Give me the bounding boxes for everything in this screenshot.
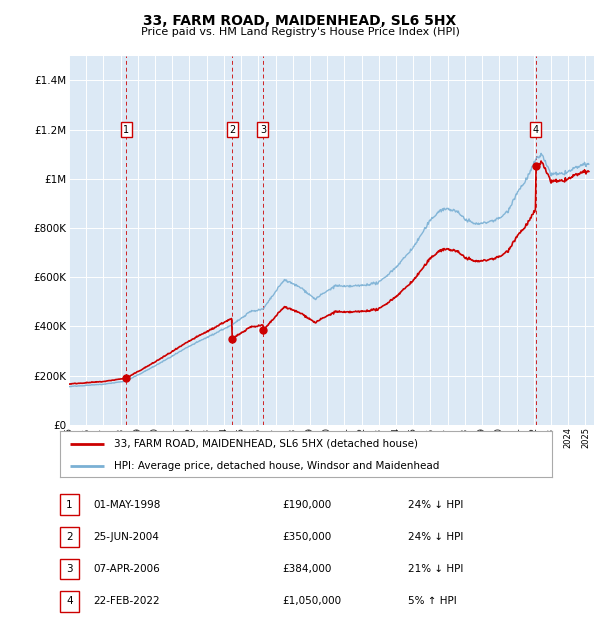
Text: 25-JUN-2004: 25-JUN-2004 [93, 532, 159, 542]
Text: £350,000: £350,000 [282, 532, 331, 542]
Text: 07-APR-2006: 07-APR-2006 [93, 564, 160, 574]
Text: 33, FARM ROAD, MAIDENHEAD, SL6 5HX: 33, FARM ROAD, MAIDENHEAD, SL6 5HX [143, 14, 457, 28]
Text: 3: 3 [260, 125, 266, 135]
Text: 01-MAY-1998: 01-MAY-1998 [93, 500, 160, 510]
Text: 33, FARM ROAD, MAIDENHEAD, SL6 5HX (detached house): 33, FARM ROAD, MAIDENHEAD, SL6 5HX (deta… [114, 439, 418, 449]
Text: £190,000: £190,000 [282, 500, 331, 510]
Text: 24% ↓ HPI: 24% ↓ HPI [408, 532, 463, 542]
Text: £1,050,000: £1,050,000 [282, 596, 341, 606]
Text: 22-FEB-2022: 22-FEB-2022 [93, 596, 160, 606]
Text: 4: 4 [533, 125, 539, 135]
Text: 3: 3 [66, 564, 73, 574]
Text: 4: 4 [66, 596, 73, 606]
Text: 1: 1 [123, 125, 130, 135]
Text: £384,000: £384,000 [282, 564, 331, 574]
Text: 24% ↓ HPI: 24% ↓ HPI [408, 500, 463, 510]
Text: HPI: Average price, detached house, Windsor and Maidenhead: HPI: Average price, detached house, Wind… [114, 461, 439, 471]
Text: 2: 2 [229, 125, 235, 135]
Text: Price paid vs. HM Land Registry's House Price Index (HPI): Price paid vs. HM Land Registry's House … [140, 27, 460, 37]
Text: 1: 1 [66, 500, 73, 510]
Text: 21% ↓ HPI: 21% ↓ HPI [408, 564, 463, 574]
Text: 2: 2 [66, 532, 73, 542]
Text: 5% ↑ HPI: 5% ↑ HPI [408, 596, 457, 606]
